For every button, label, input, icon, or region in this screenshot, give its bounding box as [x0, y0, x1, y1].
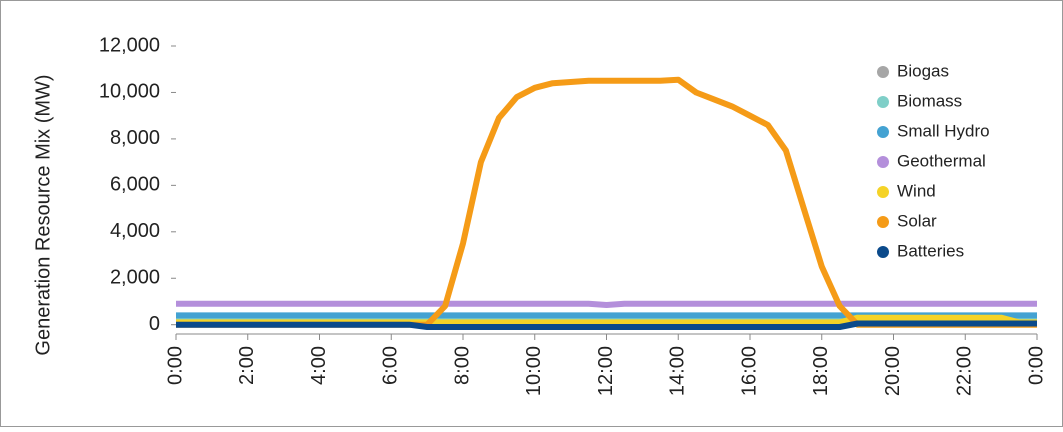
- legend-label: Solar: [897, 211, 937, 230]
- y-tick-label: 10,000: [99, 81, 160, 103]
- x-tick-label: 0:00: [1025, 346, 1047, 385]
- x-tick-label: 6:00: [380, 346, 402, 385]
- legend-marker: [877, 186, 889, 198]
- y-tick-label: 6,000: [110, 174, 160, 196]
- x-tick-label: 2:00: [236, 346, 258, 385]
- x-tick-label: 18:00: [810, 346, 832, 396]
- legend-marker: [877, 216, 889, 228]
- legend-label: Wind: [897, 181, 936, 200]
- series-line: [176, 320, 1037, 330]
- x-tick-label: 4:00: [308, 346, 330, 385]
- y-tick-label: 0: [149, 313, 160, 335]
- x-tick-label: 8:00: [451, 346, 473, 385]
- x-tick-label: 20:00: [882, 346, 904, 396]
- series-line: [176, 300, 1037, 308]
- y-tick-label: 8,000: [110, 127, 160, 149]
- x-tick-label: 16:00: [738, 346, 760, 396]
- legend-label: Small Hydro: [897, 121, 990, 140]
- y-tick-label: 4,000: [110, 220, 160, 242]
- x-tick-label: 12:00: [595, 346, 617, 396]
- legend-marker: [877, 156, 889, 168]
- legend-label: Batteries: [897, 241, 964, 260]
- legend-label: Biogas: [897, 61, 949, 80]
- x-tick-label: 14:00: [667, 346, 689, 396]
- y-tick-label: 2,000: [110, 267, 160, 289]
- legend-label: Geothermal: [897, 151, 986, 170]
- x-tick-label: 0:00: [164, 346, 186, 385]
- legend-marker: [877, 66, 889, 78]
- y-axis-title: Generation Resource Mix (MW): [32, 74, 54, 355]
- x-tick-label: 10:00: [523, 346, 545, 396]
- x-tick-label: 22:00: [954, 346, 976, 396]
- legend-marker: [877, 126, 889, 138]
- y-tick-label: 12,000: [99, 34, 160, 56]
- legend-label: Biomass: [897, 91, 962, 110]
- legend-marker: [877, 246, 889, 258]
- legend-marker: [877, 96, 889, 108]
